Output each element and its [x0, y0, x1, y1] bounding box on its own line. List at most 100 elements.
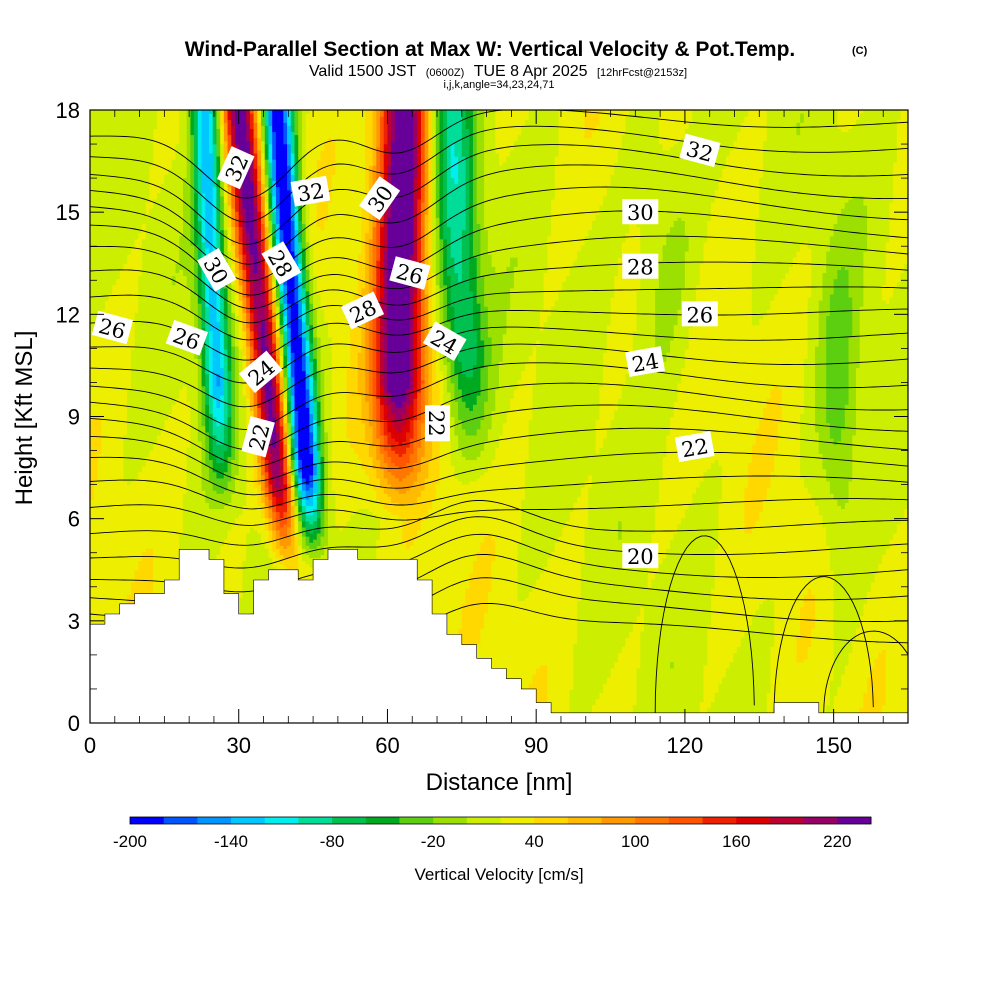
- velocity-cell: [402, 520, 407, 543]
- velocity-cell: [376, 419, 381, 439]
- velocity-cell: [777, 287, 783, 390]
- velocity-cell: [744, 116, 749, 488]
- velocity-cell: [216, 373, 221, 387]
- velocity-cell: [588, 487, 593, 715]
- velocity-cell: [246, 232, 251, 252]
- velocity-cell: [316, 517, 322, 534]
- velocity-cell: [458, 281, 463, 362]
- velocity-cell: [617, 398, 623, 522]
- velocity-cell: [242, 281, 247, 298]
- velocity-cell: [290, 110, 296, 133]
- x-tick-label: 30: [226, 733, 250, 758]
- velocity-cell: [272, 131, 277, 160]
- velocity-cell: [454, 110, 459, 157]
- velocity-cell: [770, 300, 775, 390]
- velocity-cell: [662, 557, 667, 723]
- velocity-cell: [235, 257, 240, 274]
- velocity-cell: [316, 425, 322, 451]
- velocity-cell: [287, 110, 292, 126]
- velocity-cell: [309, 431, 314, 454]
- velocity-cell: [420, 490, 426, 522]
- velocity-cell: [283, 315, 288, 332]
- velocity-cell: [205, 110, 210, 249]
- velocity-cell: [476, 428, 482, 457]
- velocity-cell: [502, 333, 508, 424]
- velocity-cell: [748, 624, 753, 723]
- velocity-cell: [283, 110, 288, 123]
- velocity-cell: [272, 281, 277, 292]
- velocity-cell: [264, 459, 270, 473]
- velocity-cell: [294, 468, 299, 476]
- velocity-cell: [406, 431, 411, 448]
- velocity-cell: [595, 125, 600, 215]
- velocity-cell: [476, 456, 482, 479]
- velocity-cell: [261, 254, 266, 270]
- velocity-cell: [484, 471, 489, 537]
- velocity-cell: [465, 110, 470, 129]
- velocity-cell: [171, 404, 177, 723]
- velocity-cell: [755, 110, 760, 218]
- velocity-cell: [279, 324, 284, 335]
- velocity-cell: [881, 110, 887, 286]
- isentrope-label-box: [674, 431, 715, 463]
- velocity-cell: [261, 502, 266, 519]
- velocity-cell: [800, 110, 805, 114]
- chart-title: Wind-Parallel Section at Max W: Vertical…: [185, 38, 796, 61]
- velocity-cell: [368, 395, 374, 427]
- velocity-cell: [525, 597, 530, 697]
- velocity-cell: [279, 303, 284, 313]
- velocity-cell: [636, 615, 641, 669]
- velocity-cell: [725, 667, 731, 723]
- velocity-cell: [268, 499, 273, 510]
- velocity-cell: [130, 349, 136, 482]
- velocity-cell: [283, 143, 288, 267]
- velocity-cell: [116, 278, 121, 660]
- velocity-cell: [246, 266, 251, 283]
- velocity-cell: [220, 422, 225, 445]
- velocity-cell: [413, 293, 418, 399]
- velocity-cell: [617, 257, 623, 399]
- velocity-cell: [387, 391, 392, 405]
- velocity-cell: [781, 110, 786, 280]
- velocity-cell: [625, 116, 630, 234]
- velocity-cell: [212, 416, 218, 436]
- velocity-cell: [216, 321, 221, 375]
- velocity-cell: [97, 315, 102, 418]
- velocity-cell: [145, 214, 151, 457]
- velocity-cell: [420, 520, 426, 617]
- velocity-cell: [551, 551, 556, 723]
- velocity-cell: [119, 269, 125, 632]
- velocity-cell: [327, 201, 333, 338]
- velocity-cell: [346, 110, 351, 369]
- velocity-cell: [212, 110, 218, 117]
- colorbar-swatch: [769, 817, 805, 824]
- velocity-cell: [606, 428, 612, 678]
- velocity-cell: [294, 474, 299, 482]
- velocity-cell: [283, 367, 288, 378]
- velocity-cell: [491, 539, 496, 562]
- velocity-cell: [495, 272, 500, 390]
- y-tick-label: 6: [68, 507, 80, 532]
- velocity-cell: [383, 195, 389, 252]
- velocity-cell: [223, 140, 229, 160]
- velocity-cell: [301, 490, 307, 500]
- velocity-cell: [491, 266, 496, 411]
- isentrope-label-box: [625, 346, 666, 377]
- velocity-cell: [268, 373, 273, 430]
- velocity-cell: [376, 437, 381, 461]
- velocity-cell: [469, 480, 474, 574]
- velocity-cell: [279, 388, 284, 402]
- velocity-cell: [238, 321, 244, 350]
- velocity-cell: [666, 548, 671, 723]
- velocity-cell: [246, 140, 251, 234]
- velocity-cell: [294, 496, 299, 506]
- velocity-cell: [101, 309, 106, 723]
- velocity-cell: [670, 146, 675, 228]
- velocity-cell: [123, 110, 128, 264]
- velocity-cell: [298, 281, 303, 301]
- velocity-cell: [807, 110, 812, 249]
- velocity-cell: [227, 134, 232, 154]
- velocity-cell: [733, 652, 738, 723]
- velocity-cell: [729, 149, 734, 663]
- velocity-cell: [272, 477, 277, 491]
